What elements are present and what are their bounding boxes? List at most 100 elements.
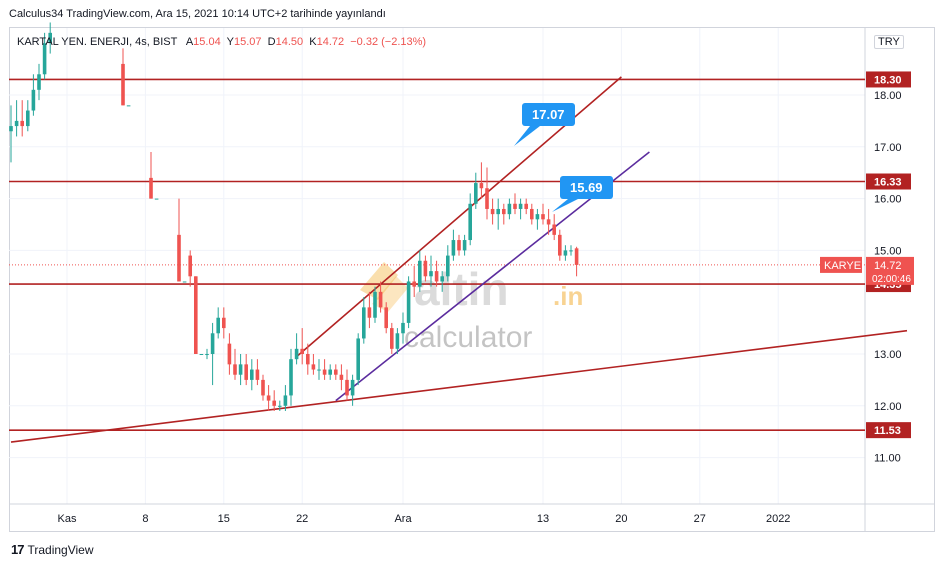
candle[interactable]	[210, 333, 215, 354]
candle[interactable]	[250, 369, 254, 380]
candle[interactable]	[334, 369, 338, 375]
candle[interactable]	[468, 203, 472, 241]
candle[interactable]	[289, 359, 293, 396]
candle[interactable]	[149, 177, 153, 199]
level-label: 16.33	[874, 177, 902, 189]
candle[interactable]	[541, 214, 545, 220]
candle[interactable]	[558, 234, 562, 256]
candle[interactable]	[26, 110, 30, 127]
candle[interactable]	[306, 354, 310, 365]
candle[interactable]	[42, 43, 47, 75]
candle[interactable]	[194, 276, 198, 354]
support-trendline[interactable]	[10, 329, 908, 443]
candle[interactable]	[485, 188, 489, 209]
candle[interactable]	[154, 198, 159, 200]
level-label-bg	[866, 173, 911, 190]
currency-button[interactable]: TRY	[874, 35, 904, 49]
candle[interactable]	[356, 338, 360, 380]
candle[interactable]	[546, 219, 551, 225]
candle[interactable]	[261, 379, 265, 396]
candle[interactable]	[507, 203, 512, 215]
candle[interactable]	[552, 224, 556, 235]
tradingview-logo-icon: 17	[11, 542, 25, 557]
candle[interactable]	[233, 364, 237, 375]
candle[interactable]	[418, 260, 422, 287]
candle[interactable]	[502, 208, 506, 215]
candle[interactable]	[446, 255, 450, 277]
candle[interactable]	[518, 203, 523, 209]
price-tick-label: 13.00	[874, 349, 902, 361]
candle[interactable]	[9, 126, 13, 132]
candle[interactable]	[406, 281, 411, 323]
candle[interactable]	[390, 328, 394, 349]
candle[interactable]	[255, 369, 260, 380]
candle[interactable]	[222, 317, 226, 329]
callout-lower-pointer	[552, 199, 578, 212]
candle[interactable]	[457, 240, 461, 251]
candle[interactable]	[496, 208, 500, 215]
candle[interactable]	[384, 307, 388, 329]
candle[interactable]	[14, 120, 19, 127]
candle[interactable]	[177, 234, 181, 282]
candle[interactable]	[126, 105, 131, 107]
candle[interactable]	[227, 343, 232, 365]
candle[interactable]	[378, 291, 383, 308]
candle[interactable]	[513, 203, 517, 209]
candle[interactable]	[563, 250, 568, 256]
candle[interactable]	[216, 317, 220, 334]
candle[interactable]	[350, 379, 355, 396]
candle[interactable]	[188, 255, 192, 277]
candle[interactable]	[244, 364, 248, 380]
candle[interactable]	[440, 276, 444, 282]
candle[interactable]	[429, 271, 433, 277]
candle[interactable]	[345, 379, 349, 396]
time-tick-label: 20	[615, 513, 627, 525]
candle[interactable]	[238, 364, 243, 375]
candle[interactable]	[479, 183, 484, 189]
candle[interactable]	[294, 348, 299, 360]
change-value: −0.32 (−2.13%)	[350, 36, 427, 48]
candle[interactable]	[367, 307, 372, 318]
candle[interactable]	[283, 395, 288, 406]
candle[interactable]	[362, 307, 366, 339]
candle[interactable]	[37, 74, 41, 90]
candle[interactable]	[311, 364, 316, 370]
candle[interactable]	[401, 322, 405, 334]
price-tick-label: 11.00	[874, 453, 901, 465]
candle[interactable]	[434, 271, 439, 282]
candle[interactable]	[48, 32, 52, 44]
candle[interactable]	[31, 89, 36, 111]
candle[interactable]	[412, 281, 416, 287]
candle[interactable]	[451, 240, 456, 256]
candle[interactable]	[205, 354, 209, 355]
candle[interactable]	[300, 348, 304, 354]
candle[interactable]	[524, 203, 528, 209]
candle[interactable]	[278, 405, 282, 407]
candle[interactable]	[266, 395, 271, 401]
time-tick-label: Ara	[394, 513, 412, 525]
candle[interactable]	[474, 183, 478, 204]
candle[interactable]	[121, 63, 125, 106]
candle[interactable]	[272, 400, 276, 406]
candle[interactable]	[423, 260, 428, 277]
candle[interactable]	[199, 354, 204, 355]
candle[interactable]	[569, 250, 573, 252]
candle[interactable]	[322, 369, 327, 375]
candle[interactable]	[574, 248, 579, 265]
candle[interactable]	[462, 240, 467, 251]
candle[interactable]	[395, 333, 400, 349]
candle[interactable]	[490, 208, 495, 215]
candle[interactable]	[328, 369, 332, 375]
candle[interactable]	[317, 369, 321, 371]
candle[interactable]	[530, 208, 534, 220]
candle[interactable]	[182, 281, 187, 283]
candle[interactable]	[373, 291, 377, 318]
footer: 17 TradingView	[11, 542, 94, 557]
candle[interactable]	[20, 120, 24, 127]
candle[interactable]	[535, 214, 540, 220]
watermark-sub: calculator	[404, 321, 532, 354]
level-label: 11.53	[874, 425, 901, 437]
candle[interactable]	[339, 374, 344, 380]
time-tick-label: Kas	[58, 513, 77, 525]
